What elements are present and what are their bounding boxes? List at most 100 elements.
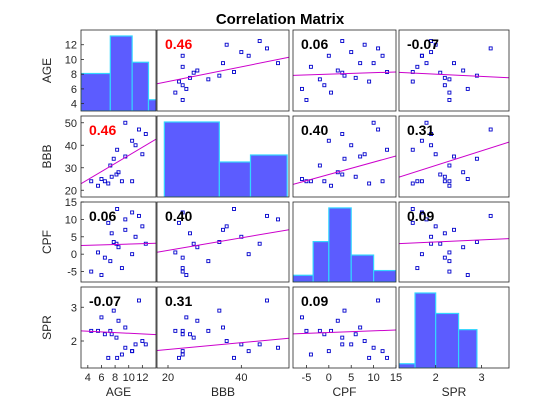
scatter-point: [115, 355, 120, 360]
scatter-point: [257, 241, 262, 246]
scatter-point: [265, 213, 269, 218]
scatter-point: [180, 352, 185, 357]
cell-2-3: [399, 207, 509, 277]
scatter-point: [329, 90, 334, 95]
histogram-bar: [399, 363, 416, 368]
cell-frame: [292, 286, 397, 369]
histogram-bar: [293, 274, 314, 282]
scatter-point: [340, 335, 345, 340]
histogram-bar: [163, 121, 220, 197]
scatter-point: [276, 345, 280, 350]
scatter-point: [115, 147, 120, 152]
scatter-point: [143, 342, 148, 347]
scatter-point: [465, 177, 470, 181]
cell-0-3: [399, 39, 509, 102]
scatter-point: [265, 298, 269, 303]
scatter-point: [442, 83, 447, 88]
correlation-label: 0.40: [165, 208, 192, 224]
scatter-point: [96, 183, 100, 188]
scatter-point: [465, 273, 470, 277]
scatter-point: [257, 342, 262, 347]
scatter-point: [123, 227, 128, 232]
scatter-point: [419, 53, 424, 58]
y-tick-label: 20: [65, 185, 77, 197]
scatter-point: [115, 207, 120, 211]
scatter-point: [362, 42, 367, 47]
fit-line: [399, 71, 509, 79]
cell-frame: [292, 115, 397, 198]
scatter-point: [410, 79, 415, 84]
cell-frame: [80, 115, 157, 198]
y-tick-label: 0: [71, 249, 77, 261]
scatter-point: [99, 315, 104, 320]
scatter-point: [367, 79, 372, 84]
scatter-point: [362, 339, 367, 343]
scatter-point: [438, 241, 443, 246]
cell-frame: [156, 286, 290, 369]
scatter-point: [442, 179, 447, 184]
scatter-point: [385, 355, 389, 360]
scatter-point: [433, 42, 438, 47]
scatter-point: [447, 98, 452, 102]
scatter-point: [385, 147, 389, 152]
scatter-point: [410, 147, 415, 152]
scatter-point: [173, 90, 178, 95]
y-tick-label: 6: [71, 84, 77, 96]
correlation-label: 0.31: [407, 122, 434, 138]
correlation-label: 0.46: [165, 36, 192, 52]
x-tick-label: 12: [136, 372, 148, 384]
scatter-point: [335, 318, 340, 323]
scatter-point: [342, 308, 347, 313]
scatter-point: [358, 154, 363, 159]
scatter-point: [180, 83, 185, 88]
correlation-label: 0.46: [89, 122, 116, 138]
scatter-point: [106, 220, 111, 225]
scatter-point: [276, 217, 280, 222]
scatter-point: [461, 68, 466, 73]
scatter-point: [410, 207, 415, 211]
scatter-point: [114, 335, 119, 340]
scatter-point: [123, 120, 128, 125]
scatter-point: [180, 349, 185, 354]
cell-frame: [398, 286, 510, 369]
scatter-point: [419, 53, 424, 58]
scatter-point: [114, 172, 119, 177]
scatter-point: [452, 227, 456, 232]
scatter-point: [442, 231, 447, 236]
scatter-point: [224, 224, 229, 229]
scatter-point: [111, 156, 116, 161]
scatter-point: [96, 328, 100, 333]
scatter-point: [429, 50, 434, 55]
scatter-point: [326, 349, 331, 354]
scatter-point: [429, 234, 434, 239]
scatter-point: [447, 250, 452, 255]
scatter-point: [442, 75, 447, 80]
x-axis-label: AGE: [106, 385, 131, 399]
scatter-point: [326, 138, 331, 143]
scatter-point: [300, 315, 304, 320]
scatter-point: [116, 318, 121, 323]
scatter-point: [317, 328, 322, 333]
cell-frame: [292, 29, 397, 112]
histogram-bar: [218, 161, 252, 197]
cell-3-0: [81, 298, 156, 360]
scatter-point: [133, 234, 138, 239]
y-tick-label: 50: [65, 118, 77, 130]
scatter-point: [191, 70, 196, 75]
scatter-point: [116, 245, 121, 250]
scatter-point: [424, 120, 429, 125]
y-tick-label: 40: [65, 140, 77, 152]
scatter-point: [99, 177, 104, 181]
cell-2-2: [293, 207, 396, 282]
scatter-point: [322, 83, 327, 88]
scatter-point: [180, 332, 185, 337]
scatter-point: [188, 231, 192, 236]
y-axis-label: CPF: [40, 230, 54, 254]
histogram-bar: [131, 61, 150, 111]
x-tick-label: 0: [326, 372, 332, 384]
correlation-label: 0.06: [89, 208, 116, 224]
scatter-point: [429, 143, 434, 148]
scatter-point: [119, 179, 124, 184]
scatter-point: [447, 90, 452, 95]
